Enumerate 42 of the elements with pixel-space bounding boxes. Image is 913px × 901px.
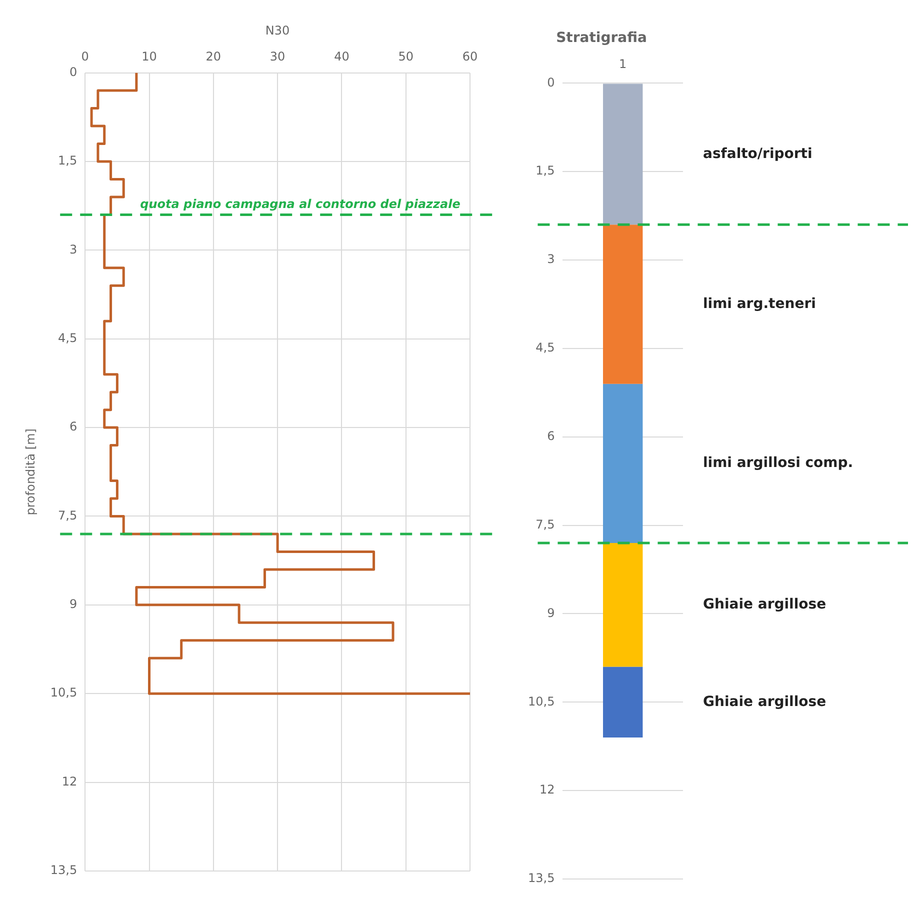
- y-tick-label: 13,5: [528, 871, 555, 886]
- x-tick-label: 20: [206, 50, 222, 64]
- ref-line-label: quota piano campagna al contorno del piazzale: [140, 196, 460, 211]
- y-tick-label: 6: [69, 420, 78, 434]
- y-tick-label: 7,5: [58, 508, 78, 522]
- y-tick-label: 12: [539, 782, 555, 797]
- text: limi arg.teneri: [703, 296, 816, 312]
- y-tick-label: 9: [547, 606, 555, 620]
- y-tick-label: 0: [69, 64, 78, 79]
- bar: [603, 224, 643, 384]
- y-tick-label: 0: [547, 75, 555, 90]
- bar: [603, 542, 643, 667]
- bar: [603, 384, 643, 543]
- y-tick-label: 10,5: [528, 694, 555, 708]
- x-tick-label: 40: [334, 50, 350, 64]
- text: Ghiaie argillose: [703, 596, 826, 613]
- x-tick-label: 1: [619, 57, 627, 72]
- y-tick-label: 4,5: [58, 330, 78, 345]
- y-tick-label: 1,5: [536, 164, 555, 178]
- bar: [603, 666, 643, 738]
- y-tick-label: 3: [69, 242, 78, 256]
- x-tick-label: 0: [81, 50, 89, 64]
- text: Ghiaie argillose: [703, 694, 826, 710]
- y-tick-label: 6: [547, 429, 555, 444]
- y-tick-label: 12: [62, 774, 78, 788]
- y-tick-label: 3: [547, 252, 555, 266]
- chart-title: Stratigrafia: [556, 30, 647, 46]
- x-tick-label: 10: [142, 50, 157, 64]
- x-tick-label: 30: [270, 50, 286, 64]
- x-tick-label: 60: [462, 50, 478, 64]
- x-axis-title: N30: [265, 23, 290, 38]
- y-tick-label: 10,5: [50, 686, 78, 700]
- y-tick-label: 9: [69, 597, 78, 612]
- y-tick-label: 13,5: [50, 863, 78, 878]
- x-tick-label: 50: [398, 50, 414, 64]
- y-axis-title: profondità [m]: [23, 428, 38, 516]
- y-tick-label: 4,5: [536, 340, 555, 355]
- text: limi argillosi comp.: [703, 455, 854, 472]
- y-tick-label: 7,5: [536, 517, 555, 532]
- y-tick-label: 1,5: [58, 154, 78, 168]
- text: asfalto/riporti: [703, 146, 812, 162]
- bar: [603, 84, 643, 225]
